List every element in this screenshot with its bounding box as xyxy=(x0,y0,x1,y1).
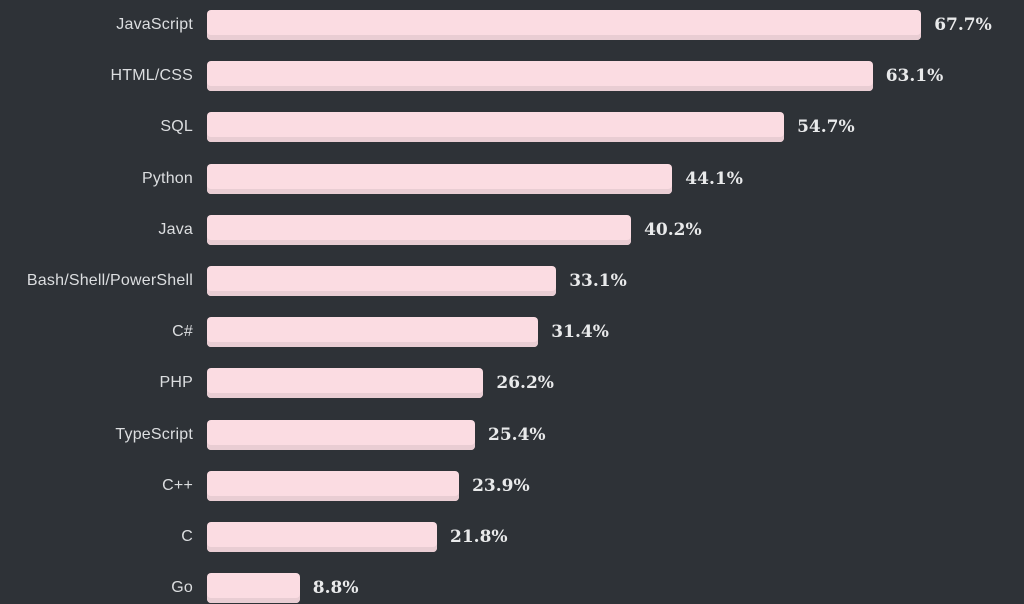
category-label: Go xyxy=(171,579,193,597)
chart-row: PHP 26.2% xyxy=(0,368,1024,419)
category-label: SQL xyxy=(160,118,193,136)
category-label: Bash/Shell/PowerShell xyxy=(26,271,193,289)
bar xyxy=(207,214,632,245)
value-label: 44.1% xyxy=(685,168,743,189)
value-label: 23.9% xyxy=(472,475,530,496)
category-label: C++ xyxy=(162,476,193,494)
value-label: 54.7% xyxy=(797,117,855,138)
bar xyxy=(207,112,785,143)
chart-row: TypeScript 25.4% xyxy=(0,419,1024,471)
chart-row: C# 31.4% xyxy=(0,317,1024,368)
category-label: TypeScript xyxy=(115,425,193,443)
chart-row: JavaScript 67.7% xyxy=(0,10,1024,61)
bar xyxy=(207,368,484,399)
value-label: 67.7% xyxy=(934,15,992,35)
chart-row: C 21.8% xyxy=(0,521,1024,573)
chart-row: HTML/CSS 63.1% xyxy=(0,61,1024,112)
value-label: 40.2% xyxy=(644,219,702,240)
chart-row: C++ 23.9% xyxy=(0,470,1024,522)
bar xyxy=(207,573,300,604)
category-label: Python xyxy=(141,169,193,187)
category-label: JavaScript xyxy=(116,16,193,33)
bar xyxy=(207,163,673,194)
value-label: 63.1% xyxy=(885,66,944,87)
value-label: 33.1% xyxy=(569,270,627,291)
value-label: 8.8% xyxy=(312,578,359,599)
bar xyxy=(207,265,557,296)
chart-row: Python 44.1% xyxy=(0,163,1024,215)
bar xyxy=(207,61,873,92)
value-label: 31.4% xyxy=(551,322,609,343)
category-label: Java xyxy=(158,220,193,238)
category-label: HTML/CSS xyxy=(110,67,193,85)
chart-row: SQL 54.7% xyxy=(0,112,1024,163)
value-label: 26.2% xyxy=(496,373,554,394)
value-label: 21.8% xyxy=(450,526,508,547)
bar xyxy=(207,10,922,40)
category-label: C# xyxy=(172,323,193,341)
bar xyxy=(207,521,437,552)
bar xyxy=(207,419,475,450)
chart-row: Java 40.2% xyxy=(0,214,1024,266)
bar xyxy=(207,317,539,348)
category-label: C xyxy=(181,527,193,545)
chart-row: Bash/Shell/PowerShell 33.1% xyxy=(0,265,1024,317)
value-label: 25.4% xyxy=(488,424,546,445)
bar xyxy=(207,470,460,501)
category-label: PHP xyxy=(159,374,193,392)
chart-row: Go 8.8% xyxy=(0,573,1024,604)
